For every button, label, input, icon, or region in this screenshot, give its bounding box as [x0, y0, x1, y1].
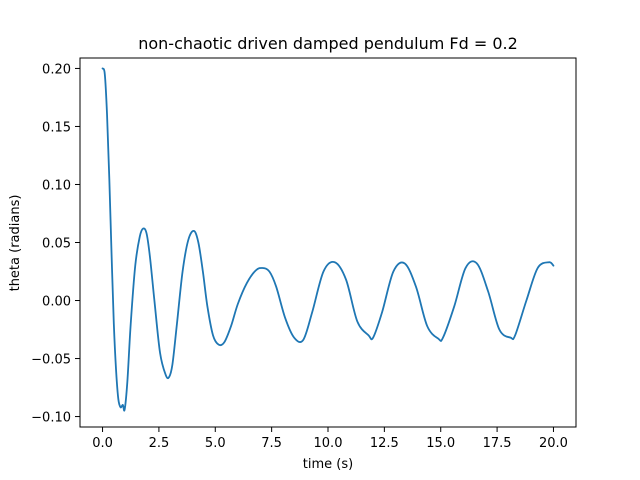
x-tick-label: 0.0 [92, 436, 113, 451]
y-tick-label: 0.00 [42, 295, 71, 310]
x-tick-label: 17.5 [483, 436, 512, 451]
y-tick-label: 0.05 [42, 237, 71, 252]
x-tick-label: 15.0 [426, 436, 455, 451]
x-tick-label: 12.5 [370, 436, 399, 451]
y-tick-label: 0.10 [42, 178, 71, 193]
plot-area-frame [79, 57, 577, 428]
y-tick-label: 0.15 [42, 120, 71, 135]
chart-title: non-chaotic driven damped pendulum Fd = … [138, 34, 518, 53]
x-axis-ticks: 0.0 2.5 5.0 7.5 10.0 12.5 15.0 17.5 20.0 [92, 427, 568, 451]
series-line-theta [101, 67, 555, 412]
x-tick-label: 20.0 [539, 436, 568, 451]
y-tick-label: 0.20 [42, 62, 71, 77]
x-tick-label: 7.5 [261, 436, 282, 451]
x-tick-label: 10.0 [314, 436, 343, 451]
y-axis-ticks: −0.10 −0.05 0.00 0.05 0.10 0.15 0.20 [31, 62, 80, 426]
y-axis-label: theta (radians) [8, 195, 23, 292]
y-tick-label: −0.05 [31, 353, 71, 368]
x-tick-label: 5.0 [205, 436, 226, 451]
x-axis-label: time (s) [303, 457, 353, 472]
y-tick-label: −0.10 [31, 411, 71, 426]
x-tick-label: 2.5 [149, 436, 170, 451]
